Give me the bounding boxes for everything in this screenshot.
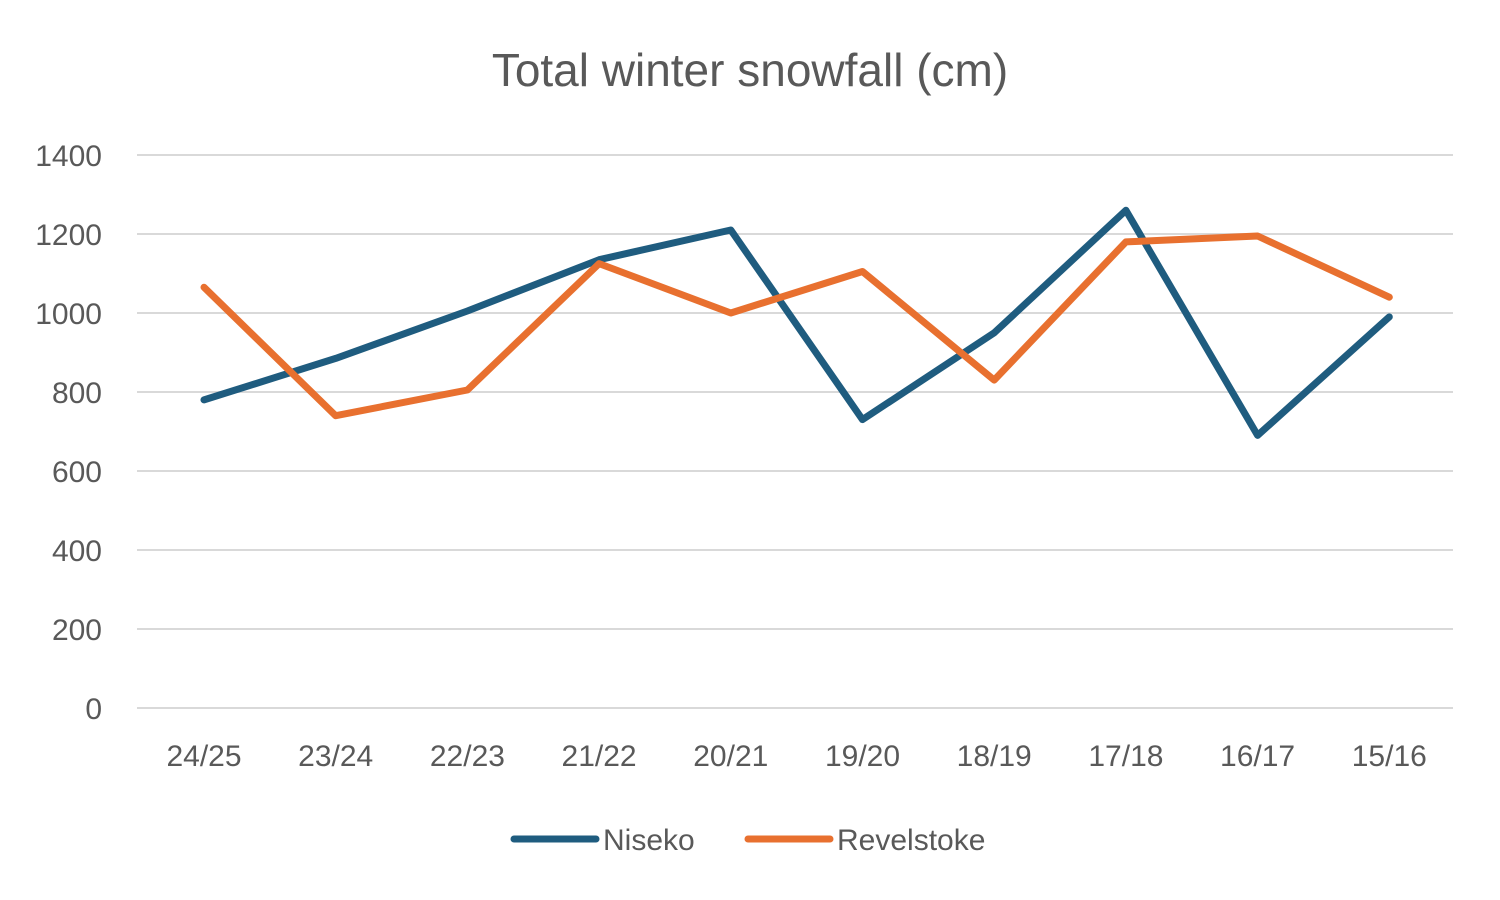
x-tick-label: 19/20: [825, 740, 900, 773]
y-tick-label: 400: [52, 535, 102, 568]
chart-title: Total winter snowfall (cm): [492, 44, 1008, 96]
x-tick-label: 21/22: [562, 740, 637, 773]
y-tick-label: 600: [52, 456, 102, 489]
x-tick-label: 18/19: [957, 740, 1032, 773]
y-tick-label: 1200: [35, 219, 102, 252]
legend-label-niseko: Niseko: [603, 824, 695, 857]
x-tick-label: 16/17: [1220, 740, 1295, 773]
y-axis-tick-labels: 0 200 400 600 800 1000 1200 1400: [35, 140, 102, 726]
x-axis-tick-labels: 24/25 23/24 22/23 21/22 20/21 19/20 18/19 17/18…: [166, 740, 1426, 773]
gridlines: [137, 154, 1453, 709]
series-lines: [200, 206, 1393, 439]
x-tick-label: 17/18: [1088, 740, 1163, 773]
x-tick-label: 23/24: [298, 740, 373, 773]
series-line-revelstoke: [200, 232, 1393, 420]
legend-label-revelstoke: Revelstoke: [837, 824, 985, 857]
x-tick-label: 20/21: [693, 740, 768, 773]
y-tick-label: 200: [52, 614, 102, 647]
y-tick-label: 1000: [35, 298, 102, 331]
x-tick-label: 22/23: [430, 740, 505, 773]
x-tick-label: 15/16: [1352, 740, 1427, 773]
series-line-niseko: [200, 206, 1393, 439]
x-tick-label: 24/25: [166, 740, 241, 773]
legend: Niseko Revelstoke: [510, 824, 985, 857]
y-tick-label: 800: [52, 377, 102, 410]
y-tick-label: 1400: [35, 140, 102, 173]
y-tick-label: 0: [85, 693, 102, 726]
